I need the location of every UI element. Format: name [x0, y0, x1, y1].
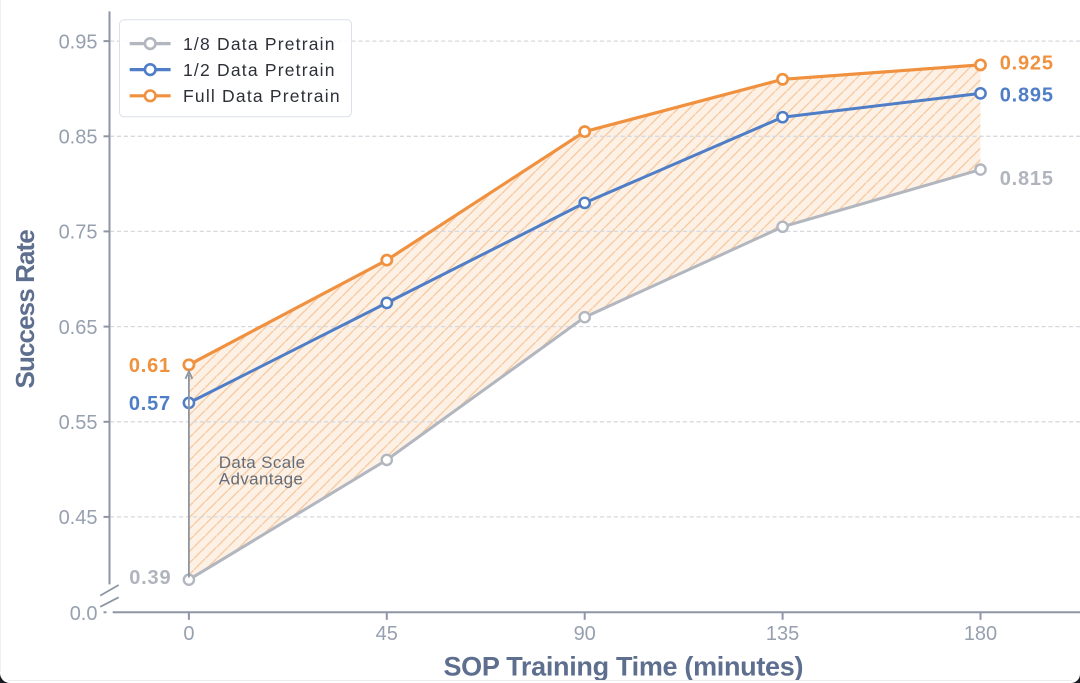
svg-text:Data Scale: Data Scale — [219, 453, 306, 472]
svg-text:SOP Training Time (minutes): SOP Training Time (minutes) — [443, 652, 803, 682]
svg-text:0.75: 0.75 — [59, 222, 98, 244]
svg-text:45: 45 — [376, 623, 398, 645]
svg-text:0.895: 0.895 — [1000, 84, 1054, 106]
svg-text:0.815: 0.815 — [1000, 168, 1054, 190]
svg-text:Success Rate: Success Rate — [10, 230, 40, 389]
svg-text:0.61: 0.61 — [129, 355, 171, 377]
svg-text:0.95: 0.95 — [59, 31, 98, 53]
svg-text:0.925: 0.925 — [1000, 53, 1054, 75]
svg-text:0: 0 — [183, 623, 194, 645]
svg-text:180: 180 — [964, 623, 997, 645]
svg-text:0.0: 0.0 — [70, 603, 98, 625]
svg-text:1/2 Data Pretrain: 1/2 Data Pretrain — [183, 60, 336, 80]
svg-text:0.65: 0.65 — [59, 317, 98, 339]
svg-text:0.85: 0.85 — [59, 127, 98, 149]
svg-text:Full Data Pretrain: Full Data Pretrain — [183, 86, 341, 106]
svg-text:Advantage: Advantage — [219, 470, 303, 489]
svg-text:0.55: 0.55 — [59, 412, 98, 434]
svg-text:1/8 Data Pretrain: 1/8 Data Pretrain — [183, 34, 336, 54]
svg-text:0.45: 0.45 — [59, 507, 98, 529]
svg-text:0.57: 0.57 — [129, 393, 171, 415]
svg-text:90: 90 — [574, 623, 596, 645]
svg-text:0.39: 0.39 — [129, 567, 171, 589]
svg-text:135: 135 — [766, 623, 799, 645]
